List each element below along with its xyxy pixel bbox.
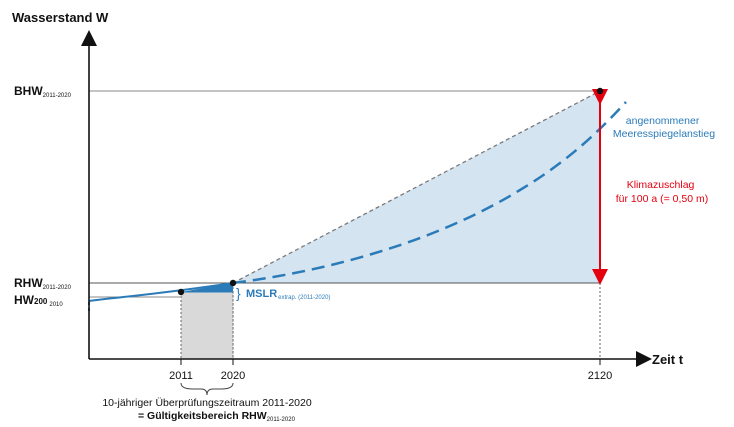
review-period-line1: 10-jähriger Überprüfungszeitraum 2011-20… <box>102 397 312 409</box>
period-brace <box>180 382 234 396</box>
bhw-label: BHW2011-2020 <box>14 84 72 99</box>
tick-label-2011: 2011 <box>169 370 193 382</box>
review-period-line2: = Gültigkeitsbereich RHW2011-2020 <box>138 410 296 423</box>
sea-level-rise-curve <box>232 101 627 285</box>
point-2020 <box>229 279 237 287</box>
linear-extrapolation-line <box>232 90 601 284</box>
point-2120 <box>596 87 604 95</box>
y-axis-title: Wasserstand W <box>12 10 109 25</box>
tick-label-2120: 2120 <box>588 370 612 382</box>
point-2011 <box>177 288 185 296</box>
mslr-brace: } <box>236 285 241 301</box>
tick-label-2020: 2020 <box>221 370 245 382</box>
rhw-label: RHW2011-2020 <box>14 276 72 291</box>
historical-trend-line <box>88 282 234 302</box>
hw200-label: HW200 2010 <box>14 293 63 308</box>
review-period-box <box>180 291 234 360</box>
x-axis-title: Zeit t <box>652 352 684 367</box>
climate-surcharge-label: Klimazuschlag für 100 a (= 0,50 m) <box>616 179 709 205</box>
sea-level-label: angenommener Meeresspiegelanstieg <box>613 115 715 140</box>
mslr-label: MSLRextrap. (2011-2020) <box>246 288 330 301</box>
